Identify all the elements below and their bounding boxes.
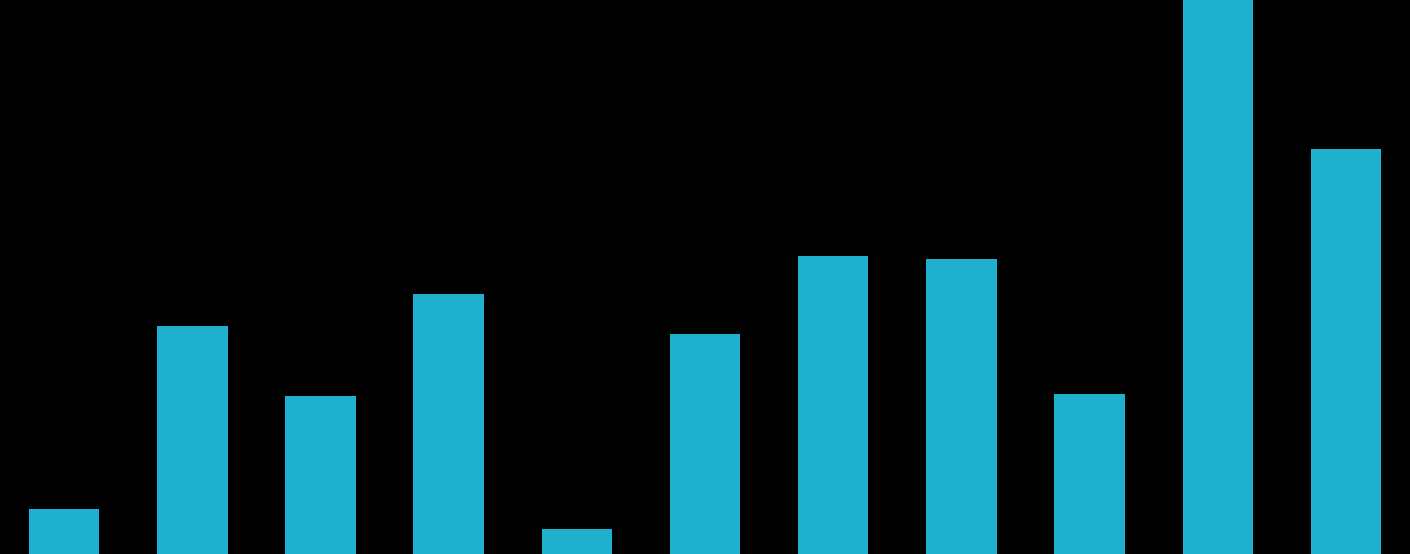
bar bbox=[1183, 0, 1254, 554]
bar-slot bbox=[1026, 0, 1154, 554]
bar bbox=[1311, 149, 1382, 554]
bar bbox=[670, 334, 741, 554]
bar-slot bbox=[897, 0, 1025, 554]
bar bbox=[798, 256, 869, 554]
bar bbox=[926, 259, 997, 554]
bar bbox=[29, 509, 100, 554]
bar bbox=[542, 529, 613, 554]
bar-slot bbox=[513, 0, 641, 554]
bar-slot bbox=[385, 0, 513, 554]
bar-chart bbox=[0, 0, 1410, 554]
bar bbox=[157, 326, 228, 554]
bar-slot bbox=[0, 0, 128, 554]
bar-slot bbox=[128, 0, 256, 554]
bar bbox=[1054, 394, 1125, 554]
bar-slot bbox=[641, 0, 769, 554]
bar-slot bbox=[256, 0, 384, 554]
bar-slot bbox=[1154, 0, 1282, 554]
bar-slot bbox=[769, 0, 897, 554]
bar bbox=[413, 294, 484, 554]
bar bbox=[285, 396, 356, 554]
bar-slot bbox=[1282, 0, 1410, 554]
